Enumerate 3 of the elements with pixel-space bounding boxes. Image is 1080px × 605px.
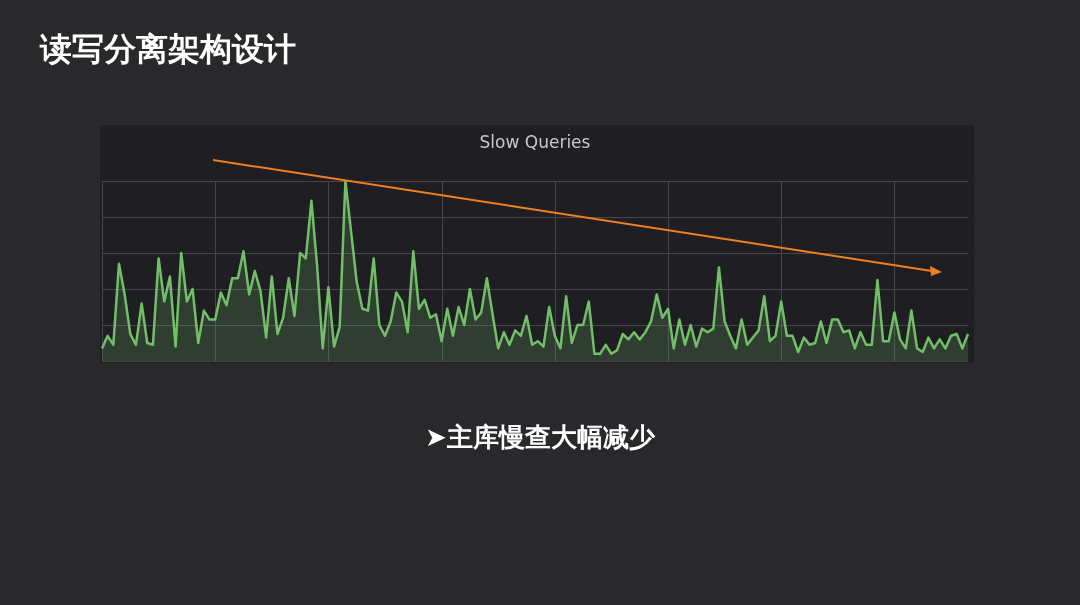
chart-title: 读写分离架构设计: [40, 29, 296, 70]
text: ➤主库慢查大幅减少: [424, 421, 656, 454]
chart-subtitle: Slow Queries: [479, 131, 591, 152]
